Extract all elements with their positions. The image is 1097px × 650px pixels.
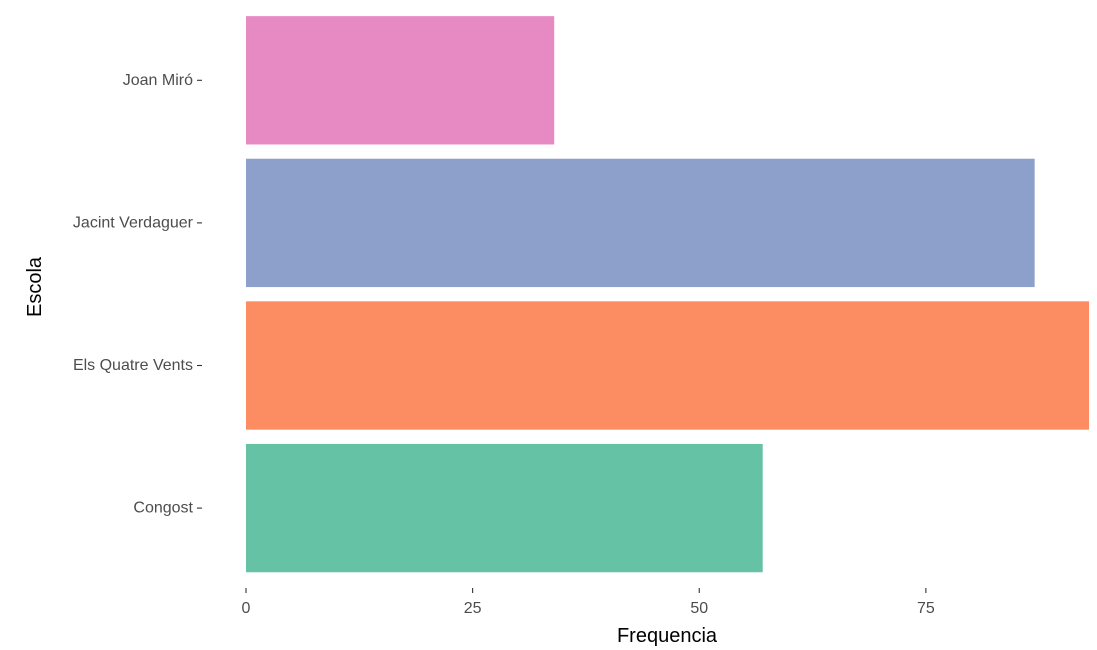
bar-jacint-verdaguer (246, 158, 1035, 288)
y-tick-label-els-quatre-vents: Els Quatre Vents (73, 357, 193, 374)
y-tick-label-joan-miro: Joan Miró (123, 72, 193, 89)
y-tick-label-jacint-verdaguer: Jacint Verdaguer (73, 214, 194, 231)
x-axis: 0 25 50 75 (242, 588, 935, 617)
x-tick-label: 25 (464, 600, 482, 617)
x-tick-label: 0 (242, 600, 251, 617)
bars-group (246, 16, 1090, 573)
x-tick-label: 75 (917, 600, 935, 617)
x-tick-label: 50 (690, 600, 708, 617)
y-axis-title: Escola (24, 256, 46, 317)
bar-els-quatre-vents (246, 301, 1090, 430)
x-axis-title: Frequencia (617, 625, 718, 647)
bar-joan-miro (246, 16, 555, 145)
bar-congost (246, 443, 763, 573)
y-tick-label-congost: Congost (133, 500, 193, 517)
y-axis: Congost Els Quatre Vents Jacint Verdaguer J… (73, 72, 202, 517)
